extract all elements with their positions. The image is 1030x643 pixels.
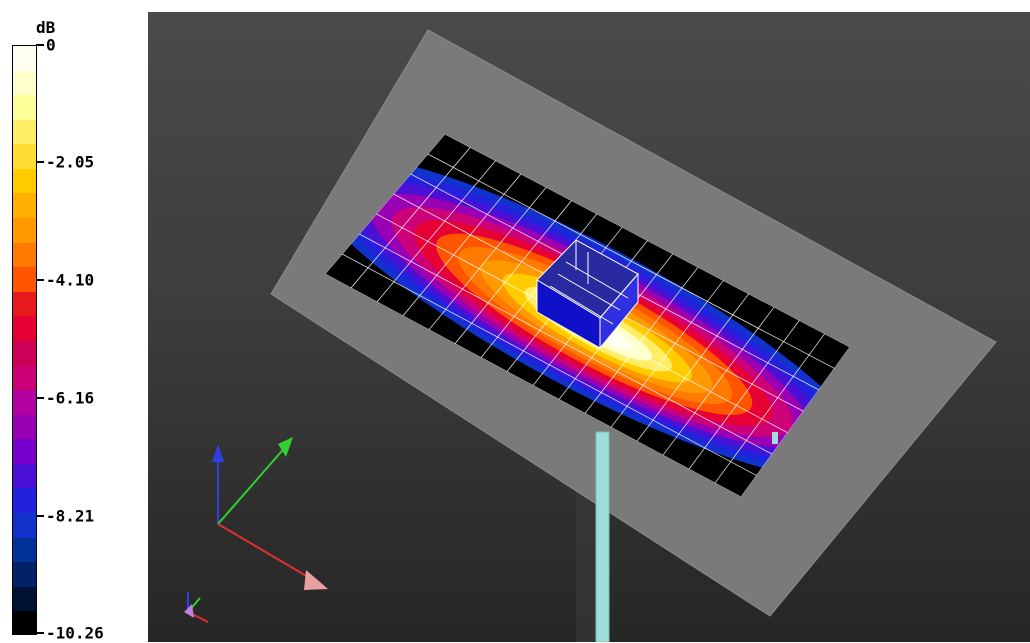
colorbar-band [13, 95, 36, 120]
colorbar-tick-label: -10.26 [46, 623, 104, 643]
grid-line [427, 153, 835, 369]
colorbar-band [13, 586, 36, 612]
colorbar-tick [36, 278, 44, 281]
colorbar-band [13, 390, 36, 415]
colorbar-band [13, 340, 36, 366]
colorbar-band [13, 218, 36, 243]
colorbar-tick [36, 44, 44, 46]
colorbar-tick [36, 514, 44, 517]
colorbar-legend: dB 0 -2.05 -4.10 -6.16 -8.21 -10.26 [0, 0, 148, 643]
colorbar-tick [36, 632, 44, 634]
colorbar-band [13, 365, 36, 391]
colorbar-band [13, 512, 36, 538]
grid-line [444, 134, 850, 348]
colorbar-band [13, 562, 36, 587]
colorbar-tick-label: -2.05 [46, 152, 95, 172]
colorbar-band [13, 46, 36, 71]
colorbar-gradient [12, 45, 37, 635]
colorbar-band [13, 193, 36, 219]
grid-line [325, 273, 742, 497]
3d-scene [184, 29, 997, 642]
grid-line [350, 147, 471, 289]
grid-line [341, 253, 757, 476]
colorbar-tick [36, 161, 44, 164]
colorbar-band [13, 242, 36, 268]
colorbar-tick-label: -4.10 [46, 270, 95, 290]
feed-post[interactable] [595, 431, 610, 642]
colorbar-band [13, 537, 36, 563]
axis-triad-large [212, 437, 328, 590]
grid-lines [325, 134, 850, 497]
grid-line [376, 160, 496, 303]
axis-triad-small [184, 592, 209, 623]
colorbar-band [13, 70, 36, 96]
feed-connector [772, 432, 778, 444]
colorbar-tick-label: -6.16 [46, 388, 95, 408]
colorbar-band [13, 267, 36, 292]
colorbar-band [13, 291, 36, 317]
grid-line [428, 186, 547, 331]
colorbar-band [13, 439, 36, 464]
colorbar-band [13, 414, 36, 440]
colorbar-band [13, 168, 36, 194]
colorbar-band [13, 119, 36, 145]
grid-line [359, 233, 773, 455]
antenna-patch[interactable] [536, 239, 639, 350]
grid-line [610, 280, 724, 428]
grid-line [454, 200, 572, 344]
grid-line [584, 266, 699, 414]
grid-line [714, 333, 826, 484]
colorbar-tick-label: -8.21 [46, 506, 95, 525]
grid-line [662, 306, 775, 456]
colorbar-tick-label: 0 [46, 35, 56, 55]
colorbar-band [13, 488, 36, 513]
colorbar-band [13, 144, 36, 169]
colorbar-tick [36, 397, 44, 400]
grid-line [688, 320, 800, 470]
colorbar-band [13, 463, 36, 489]
3d-viewport[interactable] [148, 12, 1030, 642]
colorbar-unit-label: dB [36, 18, 56, 37]
grid-line [636, 293, 750, 442]
colorbar-band [13, 611, 36, 634]
colorbar-band [13, 316, 36, 341]
grid-line [402, 173, 522, 317]
feed-post-shadow [576, 482, 598, 642]
